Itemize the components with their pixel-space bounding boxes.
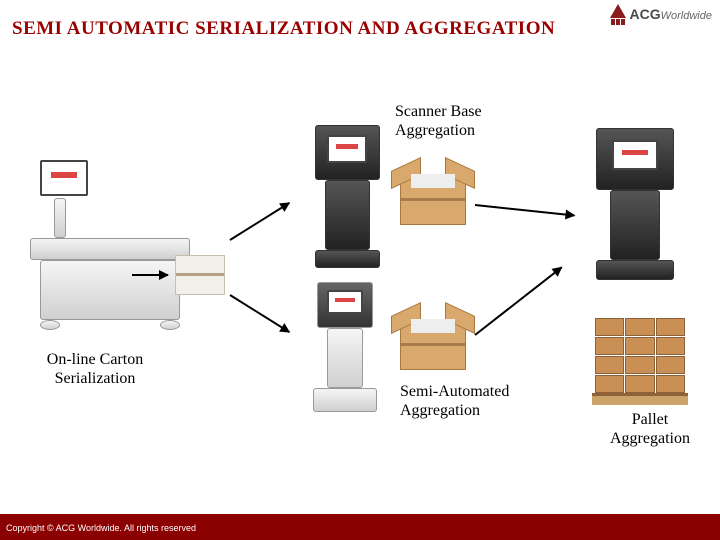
footer-copyright: Copyright © ACG Worldwide. All rights re… bbox=[6, 524, 196, 534]
label-semi-auto: Semi-Automated Aggregation bbox=[400, 382, 570, 420]
semi-auto-station bbox=[305, 282, 385, 422]
carton-bottom bbox=[400, 320, 466, 370]
scanner-base-station bbox=[305, 125, 390, 275]
pallet-stack bbox=[595, 318, 685, 393]
brand-logo: ACGWorldwide bbox=[610, 4, 712, 25]
logo-mark-icon bbox=[610, 4, 626, 25]
logo-suffix-text: Worldwide bbox=[661, 10, 712, 22]
reference-carton bbox=[175, 255, 225, 295]
arrow-box-to-scanner bbox=[230, 203, 289, 240]
label-pallet: Pallet Aggregation bbox=[595, 410, 705, 448]
arrow-cartontop-to-pallet bbox=[475, 205, 574, 215]
arrow-cartonbottom-to-pallet bbox=[475, 267, 562, 335]
label-online-carton: On-line Carton Serialization bbox=[20, 350, 170, 388]
carton-top bbox=[400, 175, 466, 225]
page-title: SEMI AUTOMATIC SERIALIZATION AND AGGREGA… bbox=[12, 18, 708, 40]
label-scanner-base: Scanner Base Aggregation bbox=[395, 102, 555, 140]
logo-brand-text: ACG bbox=[630, 6, 661, 22]
serialization-machine bbox=[30, 160, 190, 330]
arrow-box-to-semiauto bbox=[230, 295, 289, 332]
pallet-base bbox=[592, 393, 688, 405]
pallet-station bbox=[588, 128, 683, 288]
process-diagram: On-line Carton Serialization Scanner Bas… bbox=[0, 60, 720, 500]
